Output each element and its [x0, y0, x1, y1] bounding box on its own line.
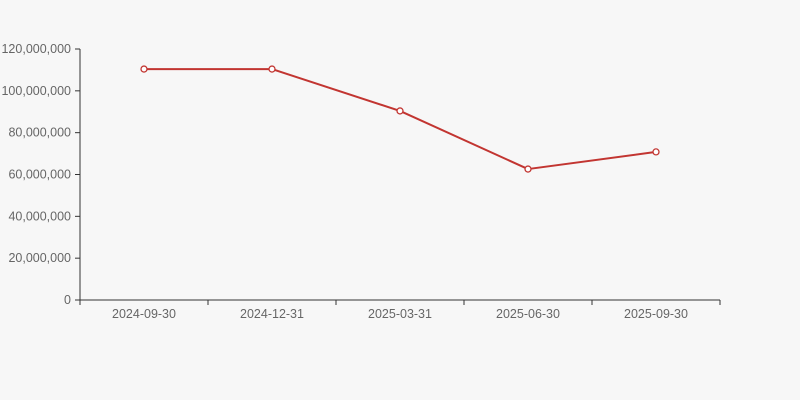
y-tick-label: 60,000,000 — [8, 168, 71, 182]
data-point[interactable] — [652, 148, 660, 156]
y-tick-label: 40,000,000 — [8, 209, 71, 223]
y-tick-label: 0 — [64, 293, 71, 307]
series-line — [143, 68, 657, 171]
x-axis-label: 2024-12-31 — [240, 307, 304, 321]
data-point[interactable] — [140, 65, 148, 73]
data-point[interactable] — [524, 165, 532, 173]
x-axis-label: 2025-03-31 — [368, 307, 432, 321]
y-tick-label: 80,000,000 — [8, 126, 71, 140]
x-axis-label: 2025-09-30 — [624, 307, 688, 321]
x-axis-label: 2025-06-30 — [496, 307, 560, 321]
data-point[interactable] — [396, 107, 404, 115]
x-axis-label: 2024-09-30 — [112, 307, 176, 321]
y-tick-label: 100,000,000 — [1, 84, 71, 98]
y-tick-label: 20,000,000 — [8, 251, 71, 265]
data-point[interactable] — [268, 65, 276, 73]
y-tick-label: 120,000,000 — [1, 42, 71, 56]
